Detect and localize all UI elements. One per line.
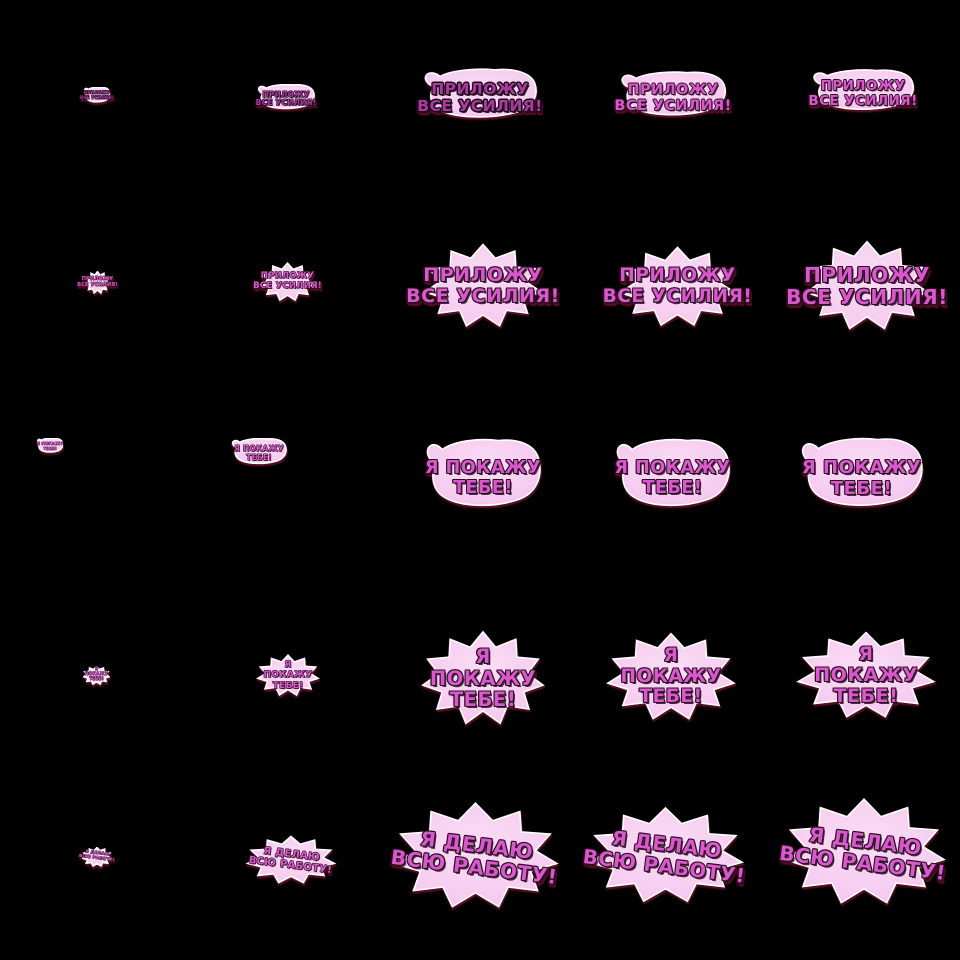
sticker-text-line: Я ПОКАЖУ [614, 458, 731, 479]
sticker-text-line: ПОКАЖУ [620, 665, 722, 687]
sticker-text: Я ПОКАЖУ ТЕБЕ! [231, 438, 287, 467]
sticker-text: ПРИЛОЖУ ВСЕ УСИЛИЯ! [808, 69, 918, 115]
sticker-text-line: ВСЕ УСИЛИЯ! [406, 285, 560, 307]
sticker-text-line: Я [475, 644, 491, 668]
sticker-text-line: ТЕБЕ! [639, 686, 703, 708]
sticker-make-every-effort-speech-s[interactable]: ПРИЛОЖУ ВСЕ УСИЛИЯ! [255, 84, 317, 112]
sticker-i-do-all-the-work-burst-xs[interactable]: Я ДЕЛАЮ ВСЮ РАБОТУ! [78, 845, 115, 869]
sticker-make-every-effort-speech-xs[interactable]: ПРИЛОЖУ ВСЕ УСИЛИЯ! [80, 87, 114, 104]
sticker-text-line: ТЕБЕ! [453, 477, 513, 498]
sticker-text: ПРИЛОЖУ ВСЕ УСИЛИЯ! [80, 87, 114, 104]
sticker-text-line: ВСЕ УСИЛИЯ! [808, 93, 918, 110]
sticker-text-line: ПРИЛОЖУ [423, 263, 543, 286]
sticker-make-every-effort-burst-l[interactable]: ПРИЛОЖУ ВСЕ УСИЛИЯ! [603, 245, 752, 329]
sticker-text: Я ПОКАЖУ ТЕБЕ! [37, 438, 63, 454]
sticker-text: Я ПОКАЖУ ТЕБЕ! [256, 654, 320, 697]
sticker-text-line: ТЕБЕ! [43, 445, 57, 451]
sticker-text-line: Я [663, 644, 679, 666]
sticker-text-line: Я [858, 642, 874, 665]
sticker-ill-show-you-speech-xs[interactable]: Я ПОКАЖУ ТЕБЕ! [37, 438, 63, 454]
sticker-make-every-effort-burst-xl[interactable]: ПРИЛОЖУ ВСЕ УСИЛИЯ! [786, 239, 947, 333]
sticker-text: ПРИЛОЖУ ВСЕ УСИЛИЯ! [786, 239, 947, 333]
sticker-text: ПРИЛОЖУ ВСЕ УСИЛИЯ! [417, 68, 542, 124]
sticker-text-line: ТЕБЕ! [272, 680, 304, 691]
sticker-text: Я ПОКАЖУ ТЕБЕ! [799, 437, 924, 515]
sticker-i-do-all-the-work-burst-xl[interactable]: Я ДЕЛАЮ ВСЮ РАБОТУ! [778, 796, 949, 908]
sticker-text-line: ТЕБЕ! [449, 688, 517, 712]
sticker-text-line: ВСЕ УСИЛИЯ! [253, 281, 322, 291]
sticker-text: Я ДЕЛАЮ ВСЮ РАБОТУ! [773, 786, 955, 918]
sticker-text-line: ПРИЛОЖУ [627, 81, 719, 98]
sticker-text: ПРИЛОЖУ ВСЕ УСИЛИЯ! [255, 84, 317, 112]
sticker-text-line: Я ПОКАЖУ [36, 441, 64, 447]
sticker-text-line: ПРИЛОЖУ [820, 77, 906, 94]
sticker-text-line: ТЕБЕ! [89, 676, 104, 682]
sticker-ill-show-you-speech-l[interactable]: Я ПОКАЖУ ТЕБЕ! [614, 438, 731, 515]
sticker-text-line: Я ПОКАЖУ [234, 444, 284, 454]
sticker-text-line: ПОКАЖУ [263, 670, 313, 681]
sticker-make-every-effort-burst-m[interactable]: ПРИЛОЖУ ВСЕ УСИЛИЯ! [406, 242, 559, 330]
sticker-text: ПРИЛОЖУ ВСЕ УСИЛИЯ! [77, 271, 117, 294]
sticker-ill-show-you-burst-m[interactable]: Я ПОКАЖУ ТЕБЕ! [419, 629, 547, 728]
sticker-text-line: ПРИЛОЖУ [619, 265, 736, 287]
sticker-i-do-all-the-work-burst-l[interactable]: Я ДЕЛАЮ ВСЮ РАБОТУ! [582, 805, 747, 906]
sticker-text-line: ВСЕ УСИЛИЯ! [614, 98, 732, 115]
sticker-text: ПРИЛОЖУ ВСЕ УСИЛИЯ! [406, 242, 559, 330]
sticker-text-line: ВСЮ РАБОТУ! [78, 853, 115, 864]
sticker-text-line: Я [284, 660, 292, 671]
sticker-text-line: ТЕБЕ! [642, 477, 703, 498]
sticker-text-line: ПОКАЖУ [429, 666, 537, 690]
sticker-text-line: ВСЕ УСИЛИЯ! [602, 286, 753, 307]
sticker-make-every-effort-speech-m[interactable]: ПРИЛОЖУ ВСЕ УСИЛИЯ! [417, 68, 542, 124]
sticker-ill-show-you-speech-m[interactable]: Я ПОКАЖУ ТЕБЕ! [424, 438, 542, 515]
sticker-ill-show-you-burst-xs[interactable]: Я ПОКАЖУ ТЕБЕ! [83, 666, 110, 685]
sticker-text-line: Я ПОКАЖУ [801, 457, 922, 479]
sticker-text-line: ВСЕ УСИЛИЯ! [786, 285, 948, 309]
sticker-text: ПРИЛОЖУ ВСЕ УСИЛИЯ! [614, 71, 731, 121]
sticker-text: Я ПОКАЖУ ТЕБЕ! [794, 630, 938, 721]
sticker-text-line: ПРИЛОЖУ [262, 89, 310, 99]
sticker-text: ПРИЛОЖУ ВСЕ УСИЛИЯ! [603, 245, 752, 329]
sticker-text: Я ПОКАЖУ ТЕБЕ! [604, 631, 738, 723]
sticker-i-do-all-the-work-burst-s[interactable]: Я ДЕЛАЮ ВСЮ РАБОТУ! [245, 835, 337, 885]
sticker-text: Я ДЕЛАЮ ВСЮ РАБОТУ! [578, 795, 752, 915]
sticker-ill-show-you-burst-s[interactable]: Я ПОКАЖУ ТЕБЕ! [256, 654, 320, 697]
sticker-text: Я ПОКАЖУ ТЕБЕ! [424, 438, 542, 515]
sticker-make-every-effort-burst-xs[interactable]: ПРИЛОЖУ ВСЕ УСИЛИЯ! [77, 271, 118, 294]
sticker-text-line: ПРИЛОЖУ [83, 90, 111, 96]
sticker-ill-show-you-speech-s[interactable]: Я ПОКАЖУ ТЕБЕ! [231, 438, 287, 467]
sticker-make-every-effort-speech-l[interactable]: ПРИЛОЖУ ВСЕ УСИЛИЯ! [614, 71, 731, 121]
sticker-text-line: Я ПОКАЖУ [424, 458, 542, 479]
sticker-text: Я ПОКАЖУ ТЕБЕ! [614, 438, 731, 515]
sticker-text-line: ВСЕ УСИЛИЯ! [77, 281, 118, 288]
sticker-text: Я ДЕЛАЮ ВСЮ РАБОТУ! [78, 845, 115, 869]
sticker-text-line: ВСЕ УСИЛИЯ! [417, 97, 543, 116]
sticker-text-line: ВСЕ УСИЛИЯ! [80, 95, 114, 101]
sticker-make-every-effort-speech-xl[interactable]: ПРИЛОЖУ ВСЕ УСИЛИЯ! [808, 69, 918, 115]
sticker-text-line: ПОКАЖУ [814, 663, 918, 686]
sticker-make-every-effort-burst-s[interactable]: ПРИЛОЖУ ВСЕ УСИЛИЯ! [253, 262, 322, 302]
sticker-ill-show-you-burst-xl[interactable]: Я ПОКАЖУ ТЕБЕ! [794, 630, 938, 721]
sticker-text: Я ПОКАЖУ ТЕБЕ! [419, 629, 547, 728]
sticker-text-line: ПРИЛОЖУ [81, 275, 114, 282]
sticker-text: ПРИЛОЖУ ВСЕ УСИЛИЯ! [253, 262, 322, 302]
sticker-text-line: ПРИЛОЖУ [431, 79, 529, 98]
sticker-i-do-all-the-work-burst-m[interactable]: Я ДЕЛАЮ ВСЮ РАБОТУ! [389, 800, 562, 912]
sticker-text: Я ДЕЛАЮ ВСЮ РАБОТУ! [383, 790, 568, 922]
sticker-text-line: Я [94, 667, 99, 673]
sticker-text-line: ВСЕ УСИЛИЯ! [255, 98, 317, 108]
sticker-text-line: ПРИЛОЖУ [804, 262, 930, 287]
sticker-text-line: ТЕБЕ! [830, 477, 893, 499]
sticker-text-line: ТЕБЕ! [246, 452, 272, 462]
sticker-text-line: ПРИЛОЖУ [260, 271, 315, 282]
sticker-text: Я ПОКАЖУ ТЕБЕ! [83, 666, 110, 685]
sticker-text-line: ТЕБЕ! [833, 685, 899, 708]
sticker-text-line: ПОКАЖУ [84, 672, 109, 678]
sticker-ill-show-you-speech-xl[interactable]: Я ПОКАЖУ ТЕБЕ! [799, 437, 924, 515]
sticker-ill-show-you-burst-l[interactable]: Я ПОКАЖУ ТЕБЕ! [604, 631, 738, 723]
